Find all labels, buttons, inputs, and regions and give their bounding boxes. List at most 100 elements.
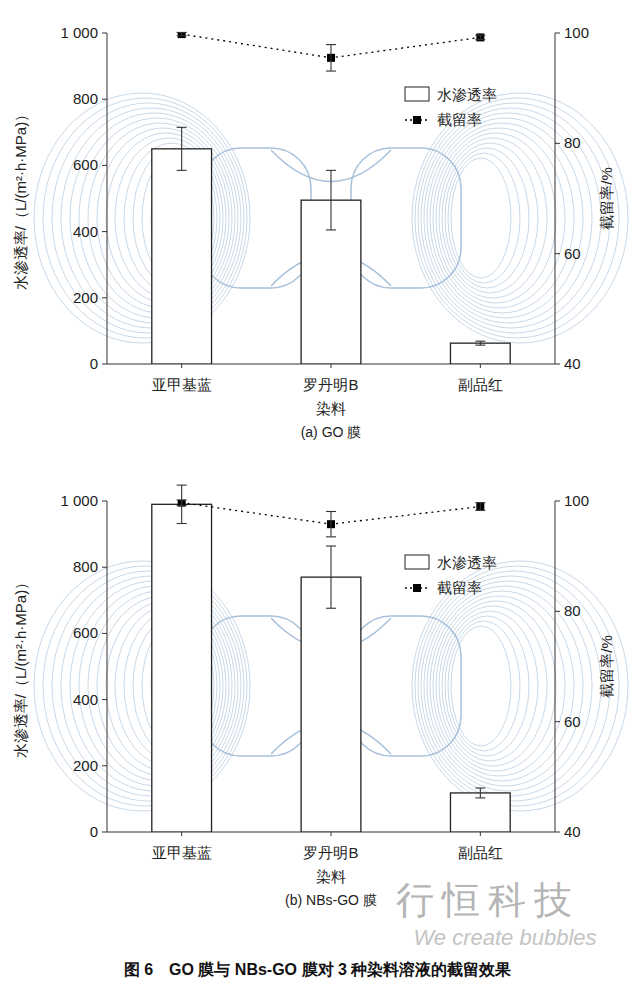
x-tick	[480, 832, 481, 836]
decor-field-line	[421, 108, 601, 328]
error-stem	[181, 500, 182, 506]
x-axis-title: 染料	[316, 400, 346, 417]
y2-axis	[555, 33, 556, 364]
y2-tick-label: 80	[564, 134, 581, 151]
y2-tick	[555, 501, 560, 502]
bar	[152, 149, 212, 364]
watermark-title: 行恒科技	[396, 879, 580, 921]
error-cap	[475, 345, 485, 346]
error-bar	[326, 45, 336, 71]
error-stem	[330, 45, 331, 71]
decor-field-line	[445, 148, 529, 288]
decor-field-line	[424, 113, 592, 323]
y-tick	[102, 567, 107, 568]
chart-title: (a) GO 膜	[301, 424, 362, 440]
y2-tick-label: 100	[564, 492, 589, 509]
bar	[301, 577, 361, 832]
y2-tick-label: 60	[564, 713, 581, 730]
decor-field-line	[61, 108, 241, 328]
y-tick	[102, 633, 107, 634]
decor-field-line	[430, 123, 574, 313]
y-tick-label: 600	[73, 156, 98, 173]
decor-field-line	[43, 98, 247, 338]
x-tick	[331, 364, 332, 368]
y-tick	[102, 33, 107, 34]
decor-field-line	[439, 606, 547, 766]
legend-marker	[413, 116, 421, 124]
x-tick-label: 罗丹明B	[303, 844, 358, 861]
y-tick-label: 200	[73, 757, 98, 774]
y-tick	[102, 297, 107, 298]
x-tick-label: 罗丹明B	[303, 376, 358, 393]
decor-field-line	[433, 596, 565, 776]
error-bars	[177, 485, 486, 798]
y-axis-title: 水渗透率/（L/(m²·h·MPa)）	[12, 107, 29, 290]
figure-caption: 图 6 GO 膜与 NBs-GO 膜对 3 种染料溶液的截留效果	[124, 960, 513, 978]
y-tick	[102, 832, 107, 833]
y-tick-label: 800	[73, 558, 98, 575]
y-tick	[102, 765, 107, 766]
error-stem	[330, 546, 331, 608]
error-cap	[475, 787, 485, 788]
y2-tick	[555, 364, 560, 365]
decor-field-line	[436, 601, 556, 771]
error-cap	[475, 510, 485, 511]
y2-tick-label: 40	[564, 355, 581, 372]
chart-title: (b) NBs-GO 膜	[285, 892, 377, 908]
decor-field-line	[424, 581, 592, 791]
y-tick-label: 1 000	[60, 492, 98, 509]
decor-field-line	[430, 591, 574, 781]
error-stem	[181, 127, 182, 170]
watermark-subtitle: We create bubbles	[413, 925, 596, 950]
legend-label: 水渗透率	[437, 554, 497, 571]
y-tick-label: 1 000	[60, 24, 98, 41]
y2-tick-label: 40	[564, 823, 581, 840]
x-tick-label: 亚甲基蓝	[152, 376, 212, 393]
error-bar	[177, 500, 187, 506]
error-bar	[475, 35, 485, 39]
y2-tick-label: 60	[564, 245, 581, 262]
figure: 02004006008001 000406080100亚甲基蓝罗丹明B副品红染料…	[0, 0, 635, 992]
x-tick-label: 副品红	[458, 376, 503, 393]
error-bar	[326, 546, 336, 608]
plot-marks	[152, 32, 510, 364]
legend-swatch	[405, 87, 429, 101]
decor-field-line	[415, 566, 619, 806]
x-tick-label: 副品红	[458, 844, 503, 861]
error-cap	[475, 502, 485, 503]
legend-swatch	[405, 555, 429, 569]
y2-tick-label: 100	[564, 24, 589, 41]
error-cap	[475, 341, 485, 342]
y-axis	[107, 33, 108, 364]
error-stem	[330, 511, 331, 536]
error-cap	[177, 485, 187, 486]
error-cap	[177, 499, 187, 500]
error-stem	[480, 788, 481, 798]
y-axis-title: 水渗透率/（L/(m²·h·MPa)）	[12, 575, 29, 758]
y2-axis-title: 截留率/%	[598, 167, 615, 230]
y-tick	[102, 231, 107, 232]
x-tick	[181, 364, 182, 368]
error-bar	[475, 788, 485, 798]
legend-label: 截留率	[437, 579, 482, 596]
decor-field-line	[436, 133, 556, 303]
y-tick	[102, 165, 107, 166]
error-stem	[181, 485, 182, 523]
bar	[450, 343, 510, 364]
error-cap	[177, 127, 187, 128]
decor-field-line	[421, 576, 601, 796]
error-cap	[326, 608, 336, 609]
decor-field-line	[433, 128, 565, 308]
decor-field-line	[442, 143, 538, 293]
error-cap	[326, 511, 336, 512]
error-bar	[326, 170, 336, 230]
decor-field-line	[418, 571, 610, 801]
error-cap	[177, 170, 187, 171]
error-cap	[475, 35, 485, 36]
y-tick-label: 200	[73, 289, 98, 306]
y2-tick	[555, 611, 560, 612]
y2-axis-title: 截留率/%	[598, 635, 615, 698]
decor-field-line	[418, 103, 610, 333]
y2-tick-label: 80	[564, 602, 581, 619]
decor-field-line	[415, 98, 619, 338]
